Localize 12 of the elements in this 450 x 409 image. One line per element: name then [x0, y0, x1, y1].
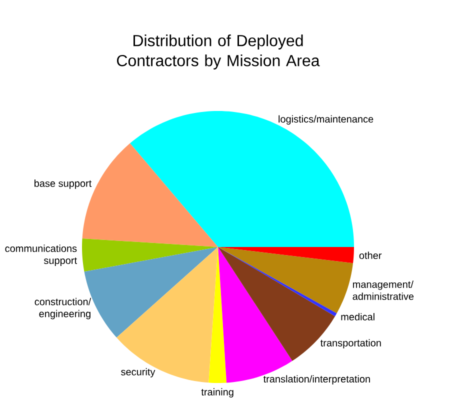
- slice-label: base support: [34, 180, 92, 189]
- slice-label: security: [121, 368, 156, 378]
- slice-label: training: [201, 388, 234, 398]
- slice-label: logistics/maintenance: [278, 115, 374, 125]
- slice-label: management/ administrative: [352, 280, 414, 300]
- slice-label: communications support: [5, 244, 77, 266]
- chart-title: Distribution of Deployed Contractors by Mission Area: [117, 34, 320, 70]
- slice-label: transportation: [320, 339, 381, 348]
- slice-label: translation/interpretation: [263, 375, 370, 385]
- slice-label: medical: [341, 313, 374, 320]
- slice-label: other: [359, 252, 382, 260]
- slice-label: construction/ engineering: [34, 298, 92, 320]
